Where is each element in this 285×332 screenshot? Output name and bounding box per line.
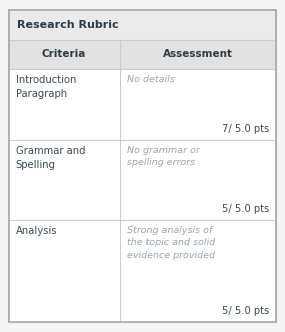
Text: Assessment: Assessment	[163, 49, 233, 59]
Text: Criteria: Criteria	[42, 49, 86, 59]
Text: 7/ 5.0 pts: 7/ 5.0 pts	[222, 124, 269, 134]
Text: 5/ 5.0 pts: 5/ 5.0 pts	[222, 306, 269, 316]
Bar	[9, 220, 276, 322]
Text: No grammar or
spelling errors: No grammar or spelling errors	[127, 146, 200, 167]
Bar	[9, 10, 276, 40]
Bar	[9, 40, 276, 69]
Text: Analysis: Analysis	[16, 226, 57, 236]
Text: Introduction
Paragraph: Introduction Paragraph	[16, 75, 76, 99]
Bar	[9, 69, 276, 140]
Bar	[9, 140, 276, 220]
Text: Strong analysis of
the topic and solid
evidence provided: Strong analysis of the topic and solid e…	[127, 226, 215, 260]
Text: 5/ 5.0 pts: 5/ 5.0 pts	[222, 204, 269, 214]
Text: Grammar and
Spelling: Grammar and Spelling	[16, 146, 85, 170]
Text: Research Rubric: Research Rubric	[17, 20, 119, 30]
Text: No details: No details	[127, 75, 175, 84]
